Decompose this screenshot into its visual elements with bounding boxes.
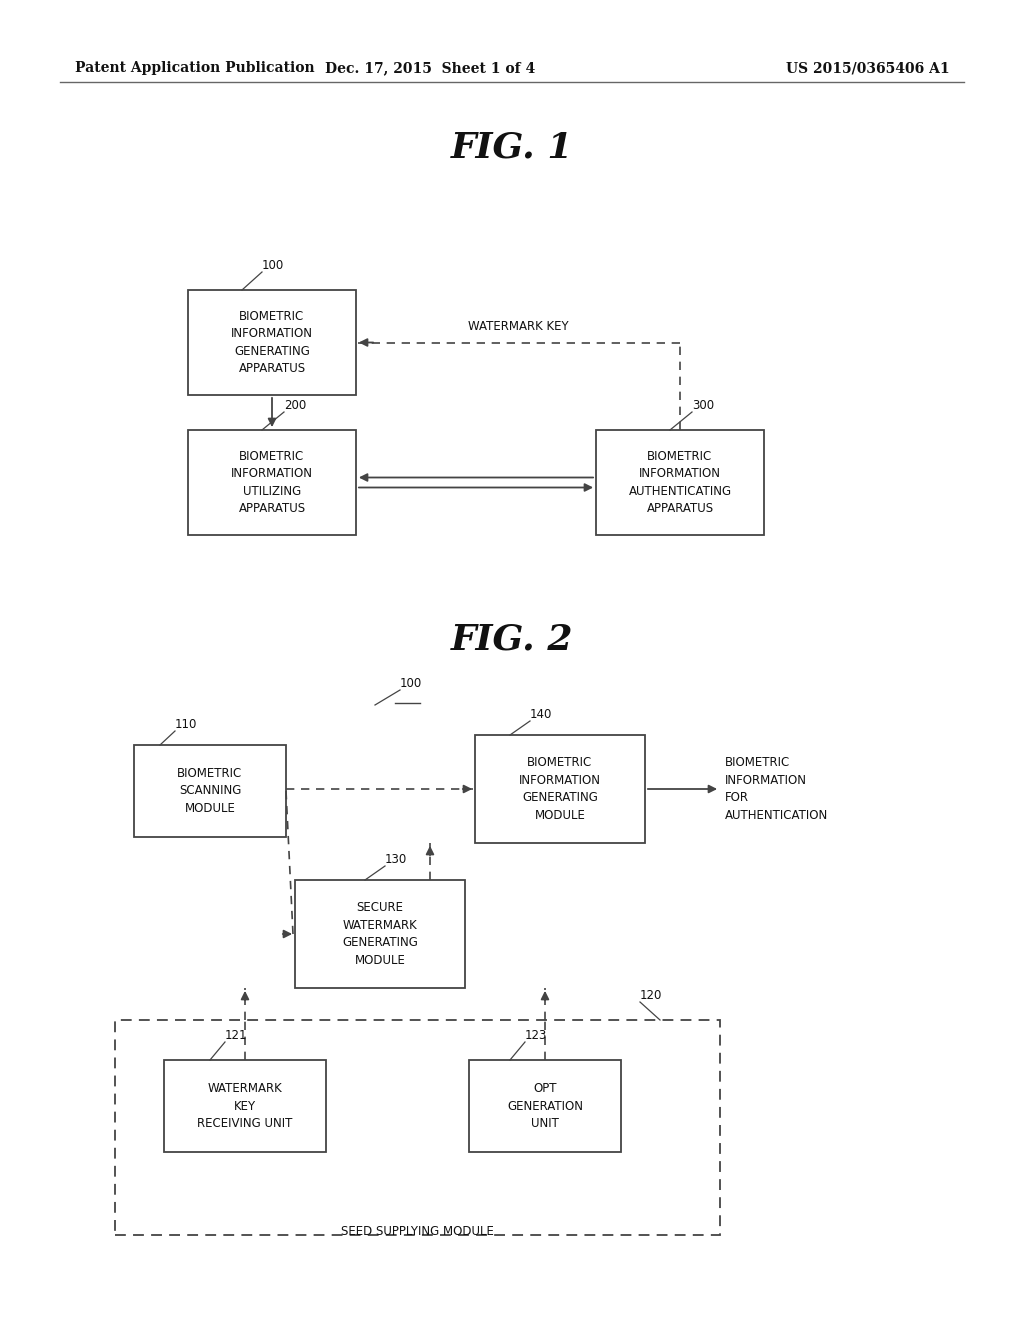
- Text: 123: 123: [525, 1030, 548, 1041]
- Text: 121: 121: [225, 1030, 248, 1041]
- Text: BIOMETRIC
INFORMATION
FOR
AUTHENTICATION: BIOMETRIC INFORMATION FOR AUTHENTICATION: [725, 756, 828, 822]
- Text: FIG. 1: FIG. 1: [451, 131, 573, 165]
- Bar: [188, 430, 356, 535]
- Text: WATERMARK KEY: WATERMARK KEY: [468, 319, 568, 333]
- Bar: [115, 1020, 720, 1236]
- Text: WATERMARK
KEY
RECEIVING UNIT: WATERMARK KEY RECEIVING UNIT: [198, 1082, 293, 1130]
- Bar: [295, 880, 465, 987]
- Text: Patent Application Publication: Patent Application Publication: [75, 61, 314, 75]
- Text: 110: 110: [175, 718, 198, 731]
- Text: OPT
GENERATION
UNIT: OPT GENERATION UNIT: [507, 1082, 583, 1130]
- Text: SEED SUPPLYING MODULE: SEED SUPPLYING MODULE: [341, 1225, 494, 1238]
- Text: BIOMETRIC
INFORMATION
GENERATING
MODULE: BIOMETRIC INFORMATION GENERATING MODULE: [519, 756, 601, 822]
- Text: 130: 130: [385, 853, 408, 866]
- Text: 300: 300: [692, 399, 714, 412]
- Text: BIOMETRIC
INFORMATION
GENERATING
APPARATUS: BIOMETRIC INFORMATION GENERATING APPARAT…: [231, 310, 313, 375]
- Text: BIOMETRIC
INFORMATION
UTILIZING
APPARATUS: BIOMETRIC INFORMATION UTILIZING APPARATU…: [231, 450, 313, 515]
- Text: FIG. 2: FIG. 2: [451, 623, 573, 657]
- Text: Dec. 17, 2015  Sheet 1 of 4: Dec. 17, 2015 Sheet 1 of 4: [325, 61, 536, 75]
- Bar: [596, 430, 764, 535]
- Text: 100: 100: [400, 677, 422, 690]
- Text: 200: 200: [284, 399, 306, 412]
- Text: BIOMETRIC
INFORMATION
AUTHENTICATING
APPARATUS: BIOMETRIC INFORMATION AUTHENTICATING APP…: [629, 450, 731, 515]
- Text: US 2015/0365406 A1: US 2015/0365406 A1: [786, 61, 950, 75]
- Text: 100: 100: [262, 259, 285, 272]
- Bar: [164, 1060, 326, 1152]
- Text: SECURE
WATERMARK
GENERATING
MODULE: SECURE WATERMARK GENERATING MODULE: [342, 902, 418, 966]
- Text: 140: 140: [530, 708, 552, 721]
- Text: 120: 120: [640, 989, 663, 1002]
- Bar: [469, 1060, 621, 1152]
- Bar: [188, 290, 356, 395]
- Bar: [134, 744, 286, 837]
- Bar: [475, 735, 645, 843]
- Text: BIOMETRIC
SCANNING
MODULE: BIOMETRIC SCANNING MODULE: [177, 767, 243, 814]
